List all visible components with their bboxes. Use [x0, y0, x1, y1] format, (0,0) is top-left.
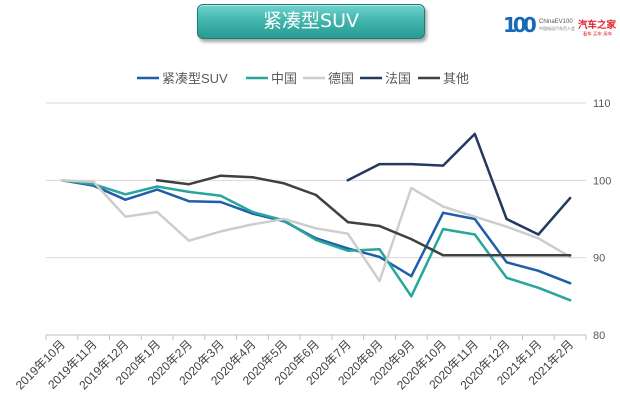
- data-point: [505, 276, 508, 279]
- legend-label: 中国: [271, 71, 297, 86]
- x-axis: 2019年10月2019年11月2019年12月2020年1月2020年2月20…: [13, 334, 587, 392]
- y-tick-label: 100: [593, 175, 611, 187]
- plot-series: [60, 132, 572, 302]
- legend-item: 紧凑型SUV: [137, 71, 228, 86]
- data-point: [60, 179, 64, 182]
- data-point: [473, 215, 476, 218]
- data-point: [537, 237, 540, 240]
- data-point: [473, 132, 476, 136]
- autohome-name: 汽车之家: [578, 20, 617, 31]
- data-point: [410, 237, 413, 241]
- data-point: [537, 254, 540, 257]
- data-point: [441, 205, 445, 208]
- gridlines: [46, 102, 586, 259]
- data-point: [124, 193, 127, 196]
- data-point: [187, 183, 191, 186]
- ev100-name: ChinaEV100: [539, 19, 573, 25]
- y-axis: 80 90 100 110: [593, 98, 611, 342]
- data-point: [410, 186, 413, 190]
- data-point: [505, 217, 508, 221]
- series-line: [346, 132, 572, 236]
- data-point: [251, 176, 254, 179]
- series-4: [155, 174, 572, 257]
- data-point: [283, 182, 286, 185]
- data-point: [410, 162, 413, 166]
- data-point: [346, 232, 349, 235]
- data-point: [505, 261, 508, 264]
- autohome-slogan: 看车 买车 用车: [582, 31, 612, 37]
- data-point: [505, 254, 508, 257]
- data-point: [568, 299, 572, 302]
- series-line: [155, 174, 572, 257]
- data-point: [473, 254, 476, 257]
- chart-title: 紧凑型SUV: [197, 4, 425, 39]
- data-point: [505, 225, 508, 228]
- data-point: [219, 230, 222, 233]
- data-point: [251, 210, 254, 214]
- y-tick-label: 80: [593, 330, 605, 342]
- data-point: [537, 286, 540, 289]
- data-point: [568, 254, 572, 257]
- legend-label: 法国: [385, 71, 411, 86]
- data-point: [441, 254, 445, 257]
- data-point: [441, 211, 445, 214]
- ev100-subtitle: 中国电动汽车百人会: [539, 26, 575, 31]
- legend: 紧凑型SUV 中国 德国 法国 其他: [137, 71, 469, 86]
- data-point: [378, 248, 381, 251]
- data-point: [314, 238, 318, 242]
- data-point: [378, 255, 381, 259]
- legend-item: 中国: [246, 71, 297, 86]
- data-point: [378, 162, 381, 166]
- data-point: [92, 180, 95, 184]
- data-point: [187, 239, 191, 242]
- data-point: [187, 200, 191, 203]
- legend-label: 德国: [328, 71, 354, 86]
- data-point: [124, 198, 127, 201]
- data-point: [156, 188, 159, 191]
- legend-item: 德国: [303, 71, 354, 86]
- data-point: [410, 275, 413, 278]
- data-point: [568, 282, 572, 285]
- data-point: [283, 217, 286, 221]
- data-point: [410, 295, 413, 298]
- data-point: [219, 194, 222, 197]
- data-point: [441, 164, 445, 167]
- data-point: [473, 233, 476, 236]
- data-point: [378, 224, 381, 228]
- data-point: [187, 190, 191, 194]
- data-point: [378, 279, 381, 283]
- legend-label: 其他: [443, 71, 469, 86]
- legend-item: 法国: [360, 71, 411, 86]
- data-point: [537, 233, 540, 236]
- y-tick-label: 110: [593, 98, 611, 110]
- data-point: [314, 193, 318, 197]
- y-tick-label: 90: [593, 253, 605, 265]
- series-2: [60, 179, 572, 283]
- data-point: [346, 247, 349, 250]
- data-point: [156, 179, 159, 182]
- data-point: [251, 223, 254, 226]
- series-3: [346, 132, 572, 236]
- data-point: [346, 220, 349, 224]
- ev100-mark: 100: [503, 13, 537, 37]
- series-1: [60, 179, 572, 302]
- data-point: [314, 227, 318, 230]
- data-point: [568, 196, 572, 200]
- legend-label: 紧凑型SUV: [162, 71, 228, 86]
- data-point: [441, 227, 445, 231]
- data-point: [219, 200, 222, 204]
- legend-item: 其他: [418, 71, 469, 86]
- data-point: [219, 174, 222, 177]
- data-point: [346, 179, 349, 182]
- data-point: [124, 215, 127, 218]
- data-point: [156, 185, 159, 188]
- data-point: [156, 210, 159, 214]
- data-point: [346, 249, 349, 252]
- data-point: [537, 269, 540, 272]
- data-point: [473, 217, 476, 221]
